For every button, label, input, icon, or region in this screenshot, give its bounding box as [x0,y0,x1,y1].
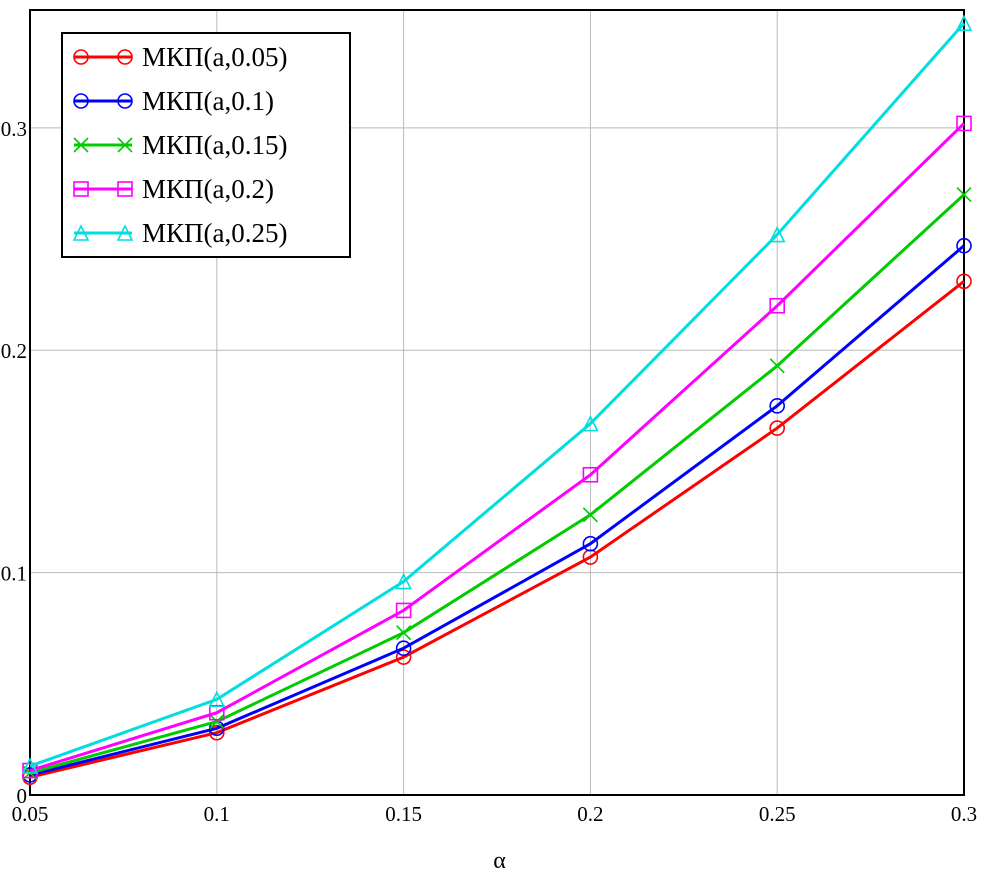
marker-x [582,507,598,523]
marker-triangle [395,572,412,590]
marker-circle [73,49,89,65]
legend-label: МКП(a,0.25) [142,218,287,248]
series-line [29,122,966,772]
marker-circle [395,640,412,657]
marker-circle [769,420,786,436]
marker-circle [395,649,412,665]
marker-square [956,115,972,132]
marker-x [956,187,972,203]
legend-label: МКП(a,0.1) [142,86,274,116]
series-line [29,244,965,777]
marker-square [582,466,599,483]
marker-triangle [72,224,90,241]
marker-x [769,358,785,374]
marker-square [769,297,786,314]
plot-frame [29,9,965,796]
marker-circle [956,273,972,290]
marker-x [73,137,89,153]
marker-triangle [768,225,786,243]
marker-square [22,762,38,779]
y-tick-label: 0 [17,784,28,808]
marker-triangle [21,757,39,774]
series-line [29,193,966,775]
marker-x [117,137,133,153]
marker-x [396,625,412,641]
x-tick-label: 0.05 [12,802,49,826]
marker-circle [117,49,133,65]
marker-square [73,181,89,197]
marker-circle [582,535,599,552]
x-tick-label: 0.15 [385,802,422,826]
x-tick-label: 0.3 [951,802,977,826]
legend-label: МКП(a,0.15) [142,130,287,160]
x-tick-label: 0.2 [577,802,603,826]
legend-label: МКП(a,0.2) [142,174,274,204]
legend-label: МКП(a,0.05) [142,42,287,72]
marker-triangle [116,224,134,241]
x-tick-label: 0.1 [204,802,230,826]
marker-x [209,714,225,730]
y-tick-label: 0.1 [1,562,27,586]
marker-triangle [208,690,226,708]
series-line [29,22,966,768]
marker-circle [209,724,225,741]
marker-square [395,602,412,619]
x-axis-label: α [493,848,506,874]
marker-triangle [582,414,599,432]
series-line [29,280,965,779]
marker-circle [117,93,133,109]
marker-triangle [955,14,973,32]
marker-square [117,181,133,197]
marker-circle [956,237,972,254]
marker-circle [769,398,786,414]
y-tick-label: 0.2 [1,339,27,363]
y-tick-label: 0.3 [1,117,27,141]
marker-circle [73,93,89,109]
x-tick-label: 0.25 [759,802,796,826]
